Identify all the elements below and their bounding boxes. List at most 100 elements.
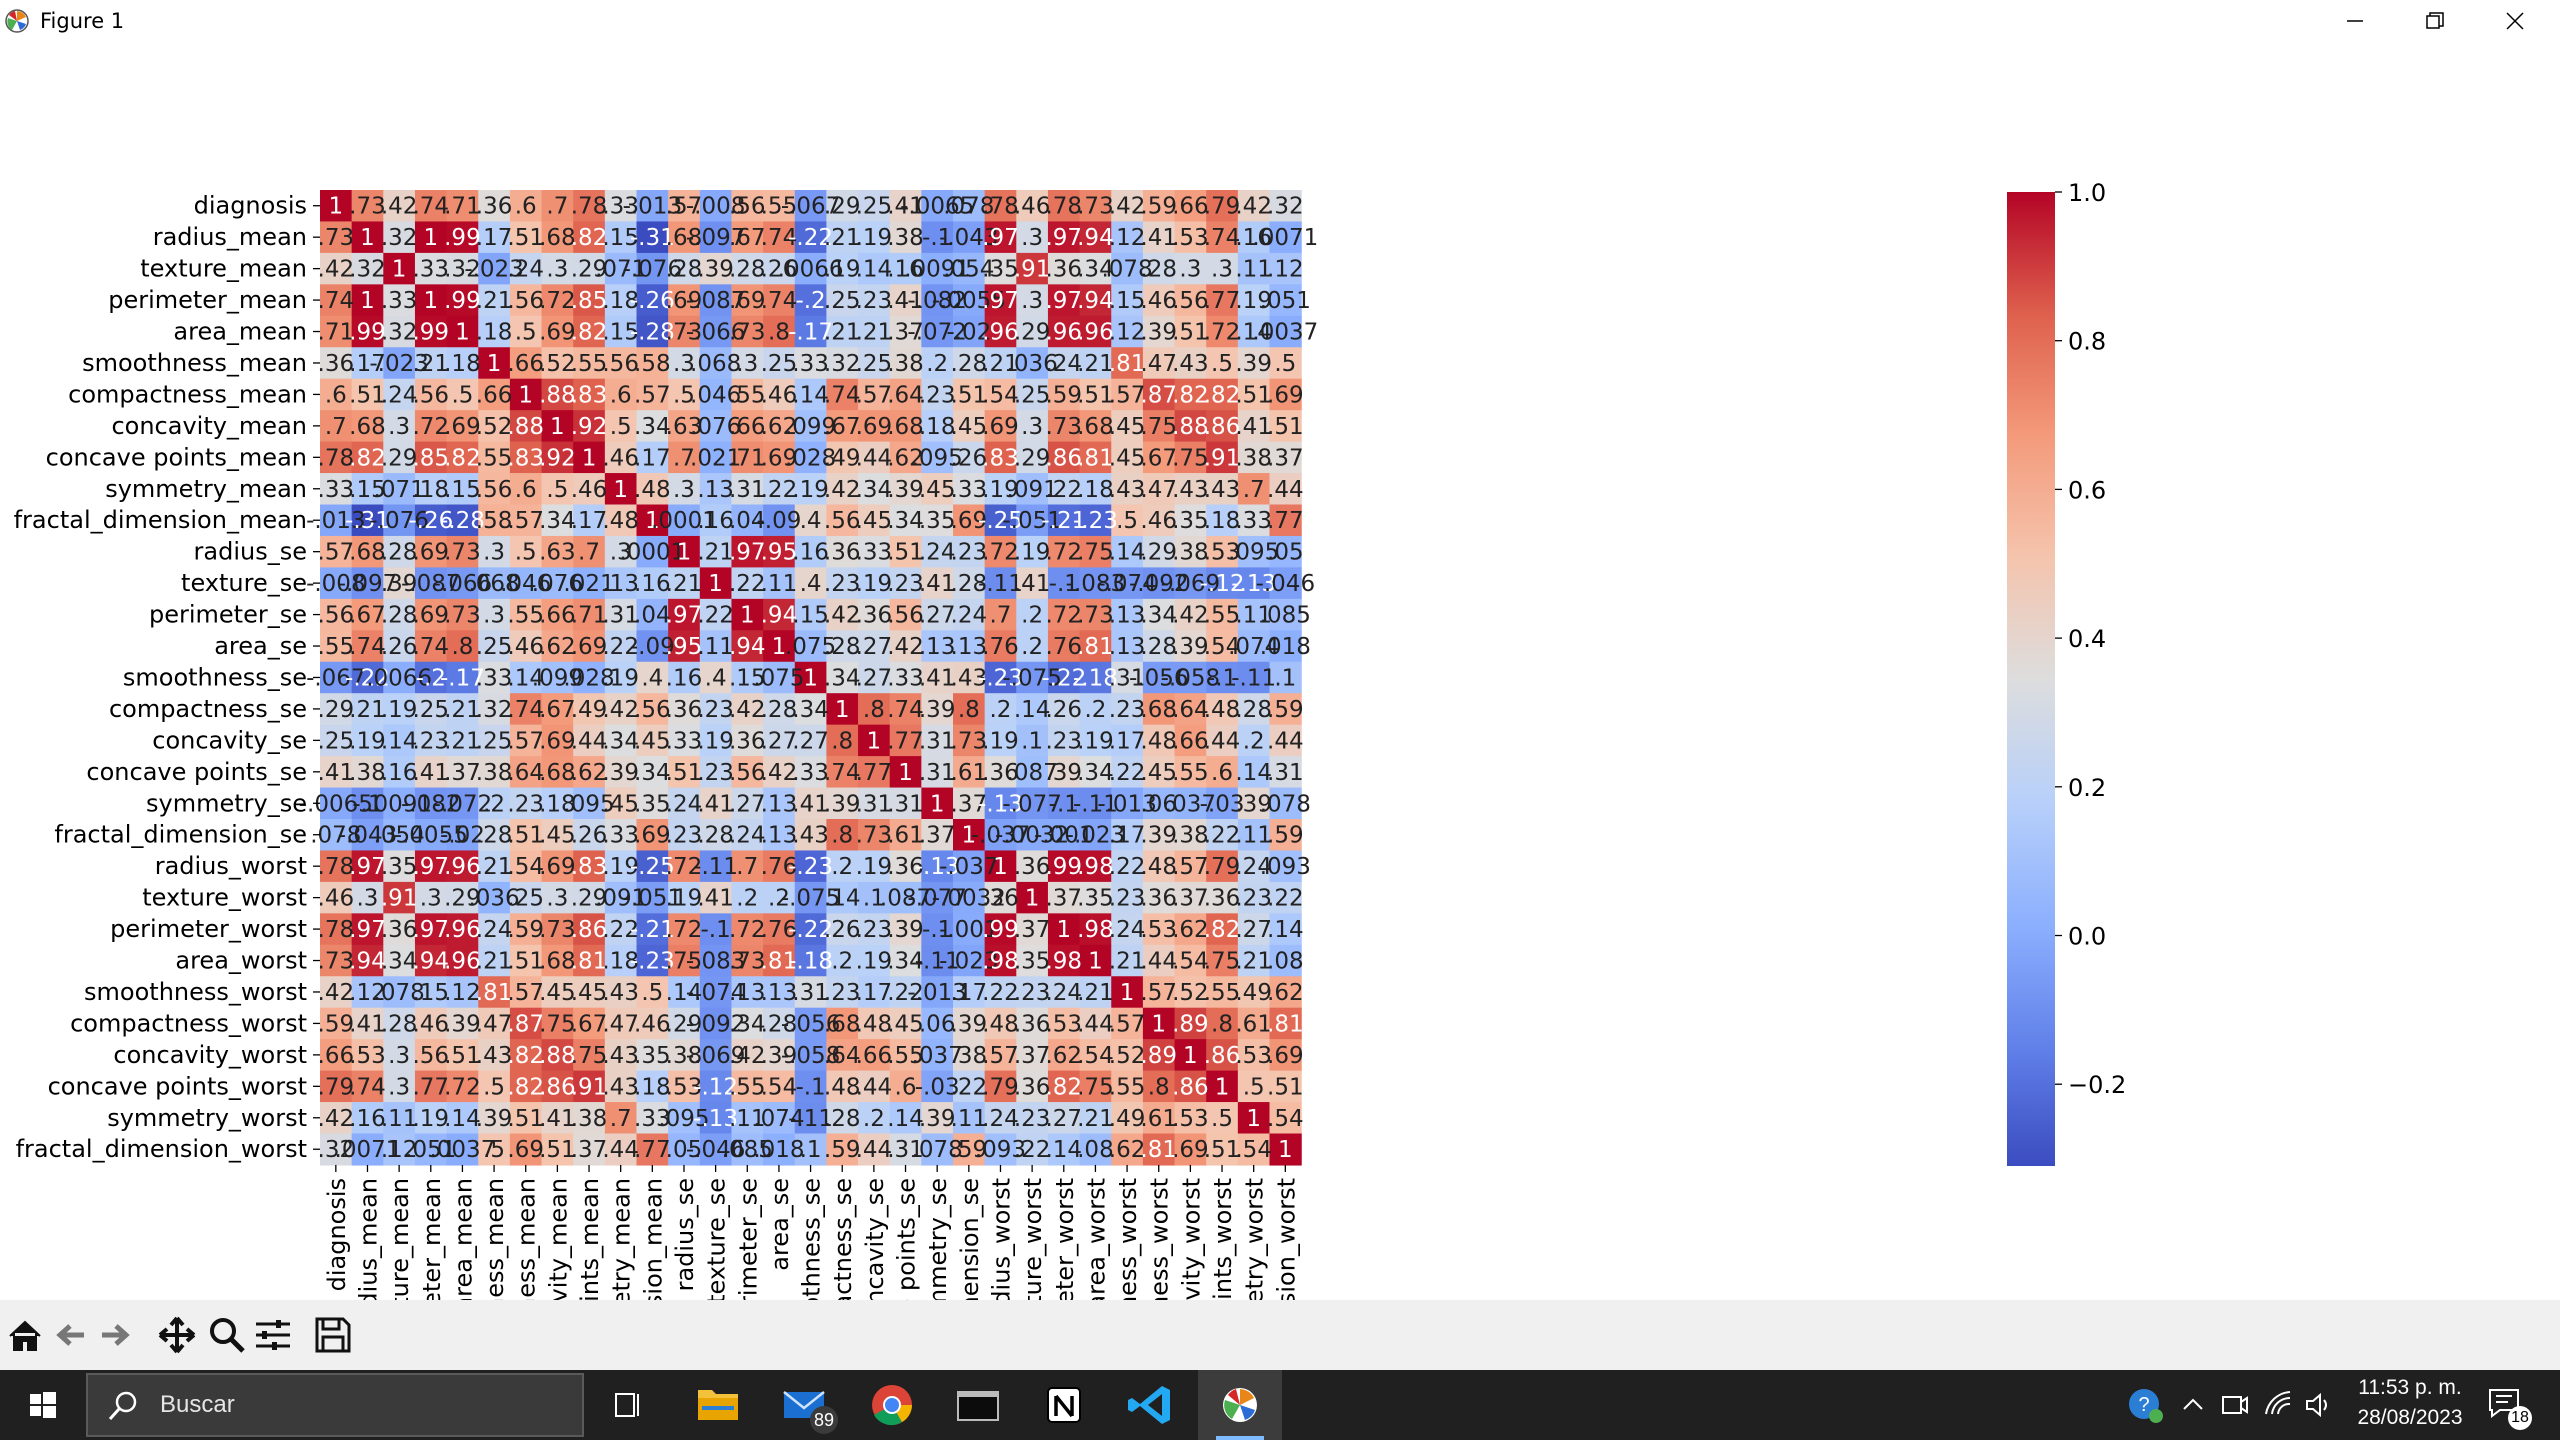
row-label: radius_worst — [155, 852, 307, 880]
heatmap-cell — [1047, 756, 1081, 789]
heatmap-cell — [826, 441, 859, 474]
cell-annotation: -.1 — [701, 917, 731, 943]
heatmap-cell — [320, 976, 353, 1009]
heatmap-cell — [1237, 944, 1271, 977]
col-label: symmetry_se — [924, 1178, 952, 1300]
heatmap-cell — [414, 378, 448, 411]
clock-time[interactable]: 11:53 p. m. — [2358, 1376, 2462, 1399]
meet-now-icon[interactable] — [2220, 1390, 2250, 1420]
row-label: smoothness_se — [123, 663, 307, 691]
heatmap-cell — [699, 315, 733, 348]
restore-icon — [2426, 12, 2444, 29]
heatmap-cell — [826, 598, 859, 631]
cell-annotation: .43 — [602, 980, 639, 1006]
cell-annotation: .7 — [325, 414, 347, 440]
heatmap-cell — [1016, 598, 1049, 631]
task-view-button[interactable] — [586, 1370, 670, 1440]
heatmap-cell — [826, 819, 859, 852]
heatmap-cell — [1174, 252, 1207, 285]
windows-start-icon — [30, 1392, 56, 1418]
heatmap-cell — [1142, 378, 1176, 411]
heatmap-cell — [1079, 347, 1112, 380]
cell-annotation: -.046 — [1256, 571, 1316, 597]
heatmap-cell — [921, 347, 954, 380]
help-icon[interactable]: ? — [2126, 1386, 2166, 1426]
heatmap-cell — [351, 378, 384, 411]
heatmap-cell — [1111, 850, 1144, 883]
heatmap-cell — [953, 567, 986, 600]
cell-annotation: .7 — [736, 854, 758, 880]
back-button[interactable] — [50, 1314, 92, 1356]
start-button[interactable] — [0, 1370, 84, 1440]
save-icon — [315, 1317, 351, 1353]
configure-subplots-button[interactable] — [252, 1314, 294, 1356]
heatmap-cell — [351, 630, 384, 663]
heatmap-cell — [1174, 881, 1207, 914]
mail-button[interactable]: 89 — [762, 1370, 846, 1440]
heatmap-cell — [1111, 819, 1144, 852]
forward-button[interactable] — [94, 1314, 136, 1356]
heatmap-cell — [383, 724, 416, 757]
heatmap-cell — [446, 944, 479, 977]
cell-annotation: .05 — [1267, 540, 1304, 566]
cell-annotation: .56 — [412, 382, 449, 408]
notification-center-button[interactable]: 18 — [2480, 1382, 2540, 1430]
minimize-button[interactable] — [2316, 0, 2396, 42]
heatmap-cell — [1142, 252, 1176, 285]
heatmap-cell — [1079, 252, 1112, 285]
heatmap-cell — [731, 756, 764, 789]
heatmap-cell — [509, 410, 543, 443]
heatmap-cell — [953, 787, 986, 820]
col-label: concavity_worst — [1177, 1178, 1205, 1300]
cell-annotation: .76 — [982, 634, 1019, 660]
matplotlib-taskbar-button[interactable] — [1198, 1370, 1282, 1440]
heatmap-cell — [573, 315, 606, 348]
heatmap-cell — [826, 347, 859, 380]
heatmap-cell — [1047, 976, 1081, 1009]
heatmap-cell — [446, 347, 479, 380]
cell-annotation: .55 — [1109, 1074, 1146, 1100]
cell-annotation: .97 — [982, 288, 1019, 314]
chrome-button[interactable] — [850, 1370, 934, 1440]
restore-button[interactable] — [2396, 0, 2476, 42]
heatmap-cell — [1111, 630, 1144, 663]
cell-annotation: .5 — [610, 414, 632, 440]
heatmap-cell — [1111, 535, 1144, 568]
heatmap-cell — [1237, 693, 1271, 726]
taskbar-search[interactable]: Buscar — [86, 1373, 584, 1437]
vscode-button[interactable] — [1110, 1370, 1194, 1440]
heatmap-cell — [668, 819, 701, 852]
wifi-icon[interactable] — [2262, 1388, 2294, 1420]
volume-icon[interactable] — [2304, 1390, 2334, 1420]
heatmap-cell — [794, 441, 827, 474]
heatmap-cell — [383, 441, 416, 474]
file-explorer-button[interactable] — [676, 1370, 760, 1440]
zoom-button[interactable] — [206, 1314, 248, 1356]
heatmap-cell — [351, 881, 384, 914]
clock-date[interactable]: 28/08/2023 — [2357, 1406, 2463, 1429]
heatmap-cell — [794, 724, 827, 757]
heatmap-cell — [320, 850, 353, 883]
col-label: concave points_worst — [1209, 1178, 1237, 1300]
heatmap-cell — [794, 598, 827, 631]
heatmap-cell — [636, 756, 669, 789]
save-button[interactable] — [312, 1314, 354, 1356]
heatmap-cell — [604, 724, 638, 757]
heatmap-cell — [1111, 913, 1144, 946]
close-button[interactable] — [2476, 0, 2556, 42]
row-label: texture_mean — [140, 255, 307, 283]
chevron-up-icon[interactable] — [2180, 1392, 2206, 1418]
heatmap-cell — [668, 410, 701, 443]
terminal-button[interactable] — [936, 1370, 1020, 1440]
heatmap-cell — [351, 473, 384, 506]
notion-button[interactable] — [1022, 1370, 1106, 1440]
home-button[interactable] — [4, 1314, 46, 1356]
heatmap-cell — [858, 190, 891, 223]
heatmap-cell — [858, 787, 891, 820]
pan-button[interactable] — [156, 1314, 198, 1356]
cell-annotation: .17 — [634, 445, 671, 471]
heatmap-cell — [889, 378, 922, 411]
heatmap-cell — [541, 756, 574, 789]
heatmap-cell — [699, 661, 733, 694]
heatmap-cell — [731, 693, 764, 726]
